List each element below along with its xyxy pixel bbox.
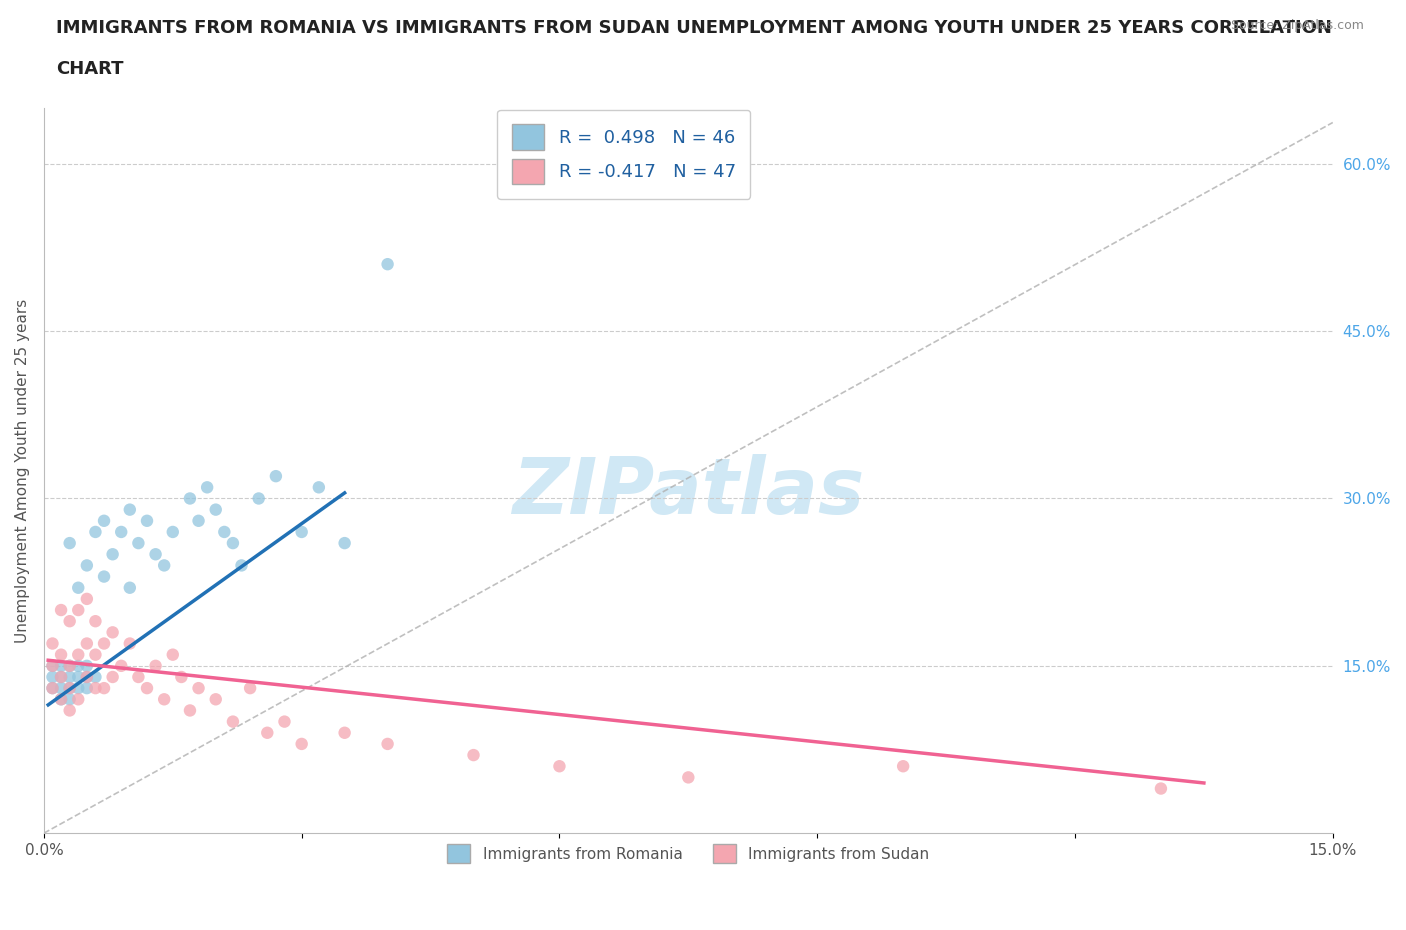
Point — [110, 525, 132, 539]
Point — [84, 525, 107, 539]
Point — [204, 502, 226, 517]
Point — [273, 714, 295, 729]
Point — [93, 569, 115, 584]
Text: ZIPatlas: ZIPatlas — [512, 455, 865, 530]
Point — [187, 681, 209, 696]
Point — [145, 658, 167, 673]
Point — [118, 502, 141, 517]
Text: CHART: CHART — [56, 60, 124, 78]
Point — [84, 670, 107, 684]
Point — [222, 536, 245, 551]
Point — [59, 658, 82, 673]
Point — [264, 469, 287, 484]
Point — [49, 681, 72, 696]
Point — [214, 525, 236, 539]
Point — [59, 614, 82, 629]
Point — [49, 647, 72, 662]
Point — [41, 681, 63, 696]
Point — [145, 547, 167, 562]
Point — [463, 748, 485, 763]
Point — [93, 636, 115, 651]
Point — [101, 670, 124, 684]
Point — [84, 614, 107, 629]
Point — [153, 692, 176, 707]
Point — [67, 580, 90, 595]
Legend: Immigrants from Romania, Immigrants from Sudan: Immigrants from Romania, Immigrants from… — [441, 838, 935, 869]
Point — [101, 625, 124, 640]
Point — [195, 480, 218, 495]
Point — [49, 670, 72, 684]
Point — [59, 692, 82, 707]
Point — [59, 681, 82, 696]
Point — [93, 681, 115, 696]
Point — [891, 759, 914, 774]
Point — [76, 558, 98, 573]
Point — [548, 759, 571, 774]
Point — [41, 658, 63, 673]
Point — [127, 670, 149, 684]
Point — [67, 692, 90, 707]
Point — [41, 636, 63, 651]
Point — [49, 603, 72, 618]
Point — [136, 513, 159, 528]
Point — [170, 670, 193, 684]
Text: IMMIGRANTS FROM ROMANIA VS IMMIGRANTS FROM SUDAN UNEMPLOYMENT AMONG YOUTH UNDER : IMMIGRANTS FROM ROMANIA VS IMMIGRANTS FR… — [56, 19, 1331, 36]
Point — [67, 603, 90, 618]
Point — [76, 681, 98, 696]
Point — [84, 681, 107, 696]
Point — [59, 658, 82, 673]
Point — [333, 536, 356, 551]
Point — [49, 658, 72, 673]
Point — [67, 670, 90, 684]
Point — [308, 480, 330, 495]
Point — [678, 770, 700, 785]
Point — [291, 525, 314, 539]
Point — [187, 513, 209, 528]
Point — [179, 703, 201, 718]
Text: Source: ZipAtlas.com: Source: ZipAtlas.com — [1230, 19, 1364, 32]
Point — [153, 558, 176, 573]
Point — [67, 647, 90, 662]
Point — [377, 257, 399, 272]
Point — [136, 681, 159, 696]
Point — [239, 681, 262, 696]
Point — [222, 714, 245, 729]
Point — [247, 491, 270, 506]
Point — [93, 513, 115, 528]
Point — [84, 647, 107, 662]
Point — [49, 670, 72, 684]
Point — [49, 692, 72, 707]
Point — [59, 670, 82, 684]
Point — [67, 681, 90, 696]
Point — [110, 658, 132, 673]
Point — [59, 703, 82, 718]
Point — [377, 737, 399, 751]
Point — [118, 636, 141, 651]
Point — [49, 692, 72, 707]
Point — [204, 692, 226, 707]
Point — [67, 658, 90, 673]
Point — [41, 681, 63, 696]
Point — [118, 580, 141, 595]
Point — [179, 491, 201, 506]
Point — [162, 647, 184, 662]
Point — [76, 658, 98, 673]
Point — [59, 681, 82, 696]
Point — [59, 536, 82, 551]
Point — [76, 636, 98, 651]
Point — [162, 525, 184, 539]
Point — [76, 670, 98, 684]
Point — [1150, 781, 1173, 796]
Point — [231, 558, 253, 573]
Point — [41, 670, 63, 684]
Point — [333, 725, 356, 740]
Point — [256, 725, 278, 740]
Y-axis label: Unemployment Among Youth under 25 years: Unemployment Among Youth under 25 years — [15, 299, 30, 643]
Point — [127, 536, 149, 551]
Point — [291, 737, 314, 751]
Point — [101, 547, 124, 562]
Point — [76, 591, 98, 606]
Point — [41, 658, 63, 673]
Point — [76, 670, 98, 684]
